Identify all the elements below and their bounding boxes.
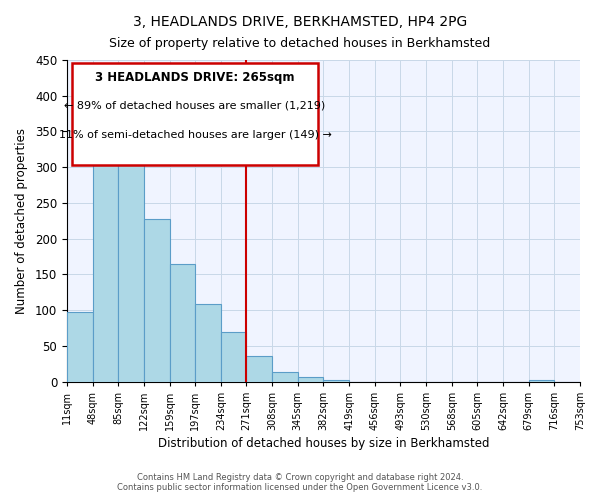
Bar xyxy=(118,140,144,382)
Bar xyxy=(529,380,554,382)
Text: Size of property relative to detached houses in Berkhamsted: Size of property relative to detached ho… xyxy=(109,38,491,51)
Text: ← 89% of detached houses are smaller (1,219): ← 89% of detached houses are smaller (1,… xyxy=(64,100,326,110)
Bar xyxy=(272,372,298,382)
Text: 11% of semi-detached houses are larger (149) →: 11% of semi-detached houses are larger (… xyxy=(59,130,331,140)
Bar xyxy=(221,332,247,382)
Bar xyxy=(298,376,323,382)
Bar xyxy=(195,304,221,382)
Bar xyxy=(67,312,92,382)
X-axis label: Distribution of detached houses by size in Berkhamsted: Distribution of detached houses by size … xyxy=(158,437,489,450)
Bar xyxy=(144,218,170,382)
Text: Contains HM Land Registry data © Crown copyright and database right 2024.
Contai: Contains HM Land Registry data © Crown c… xyxy=(118,473,482,492)
Bar xyxy=(247,356,272,382)
Text: 3, HEADLANDS DRIVE, BERKHAMSTED, HP4 2PG: 3, HEADLANDS DRIVE, BERKHAMSTED, HP4 2PG xyxy=(133,15,467,29)
Text: 3 HEADLANDS DRIVE: 265sqm: 3 HEADLANDS DRIVE: 265sqm xyxy=(95,72,295,85)
Y-axis label: Number of detached properties: Number of detached properties xyxy=(15,128,28,314)
Bar xyxy=(92,164,118,382)
Bar xyxy=(323,380,349,382)
Bar xyxy=(170,264,195,382)
